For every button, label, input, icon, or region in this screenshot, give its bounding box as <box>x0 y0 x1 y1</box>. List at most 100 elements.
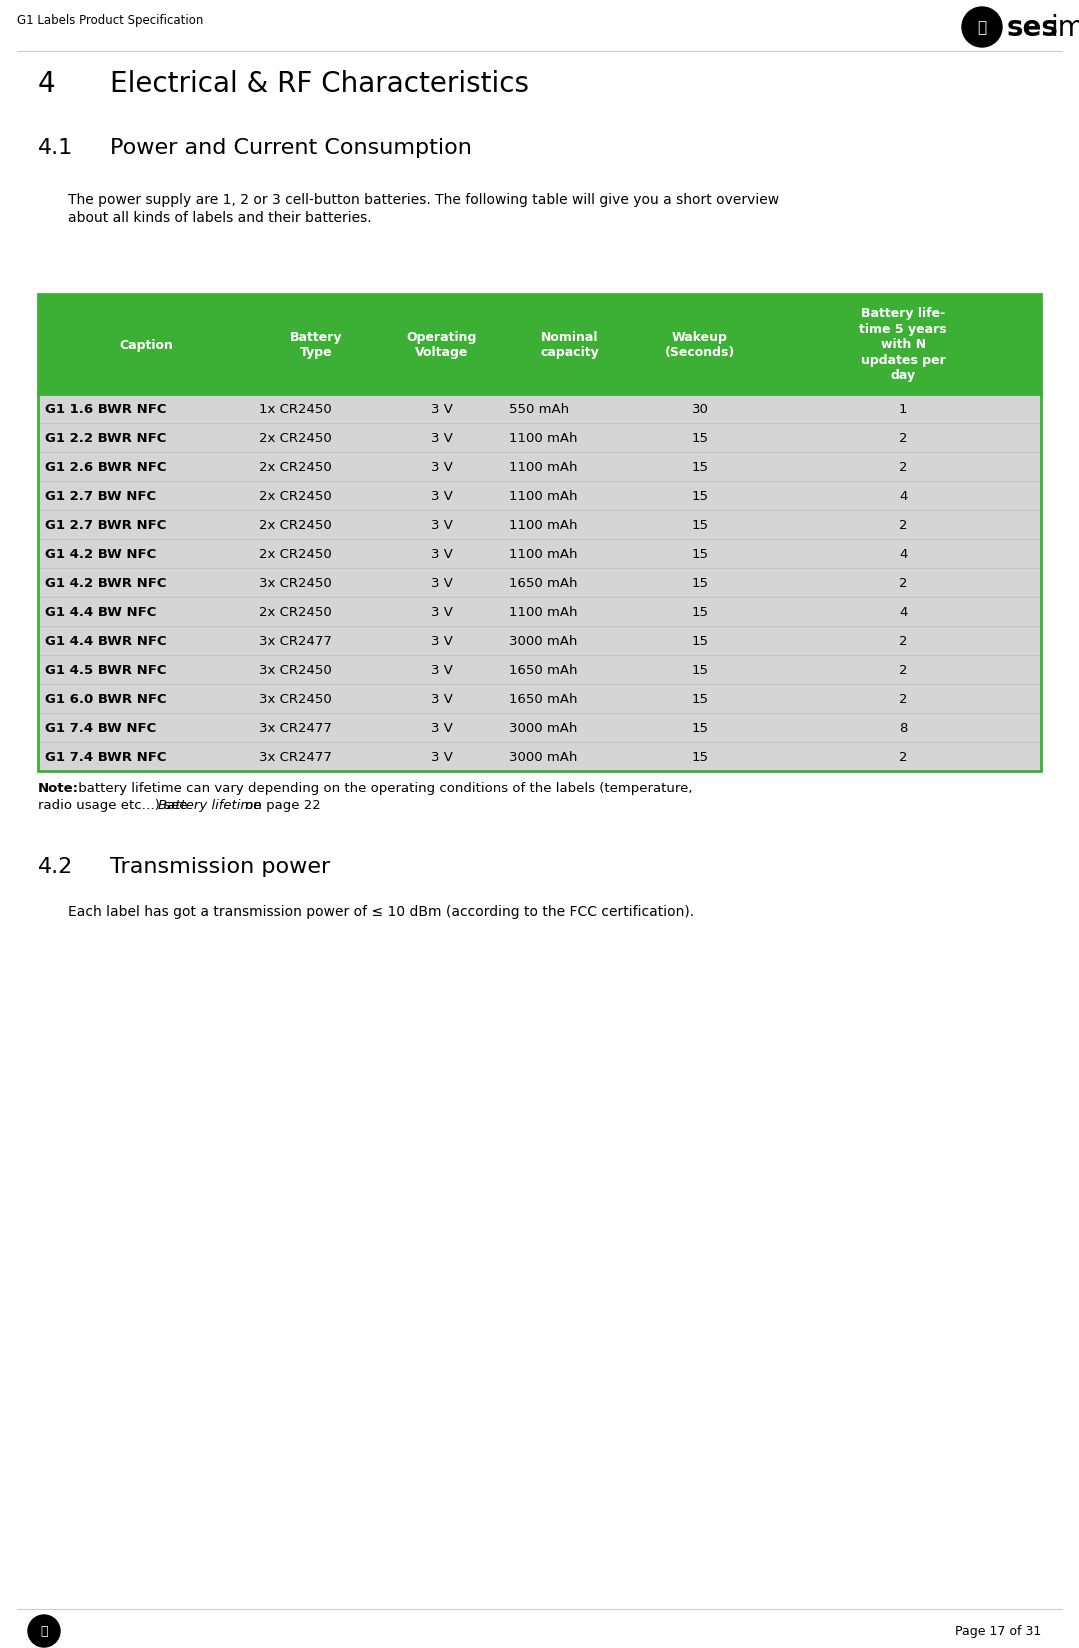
Text: 3 V: 3 V <box>431 547 453 560</box>
Text: 1650 mAh: 1650 mAh <box>509 577 578 590</box>
Text: 3x CR2450: 3x CR2450 <box>259 577 331 590</box>
Text: Battery lifetime: Battery lifetime <box>158 799 261 811</box>
Text: 4: 4 <box>38 69 56 97</box>
Text: 4: 4 <box>899 605 907 618</box>
Bar <box>38 656 1041 684</box>
Text: G1 2.2 BWR NFC: G1 2.2 BWR NFC <box>45 432 166 445</box>
Text: G1 Labels Product Specification: G1 Labels Product Specification <box>17 13 203 26</box>
Text: 2: 2 <box>899 577 907 590</box>
Text: 1: 1 <box>899 402 907 415</box>
Text: 15: 15 <box>692 547 709 560</box>
Text: 2: 2 <box>899 664 907 677</box>
Text: 3x CR2450: 3x CR2450 <box>259 692 331 705</box>
Text: 1100 mAh: 1100 mAh <box>509 605 578 618</box>
Circle shape <box>962 8 1002 48</box>
Text: 2x CR2450: 2x CR2450 <box>259 605 331 618</box>
Text: 1100 mAh: 1100 mAh <box>509 547 578 560</box>
Text: 15: 15 <box>692 634 709 648</box>
Bar <box>38 295 1041 396</box>
Text: G1 2.7 BW NFC: G1 2.7 BW NFC <box>45 489 156 503</box>
Text: 2: 2 <box>899 519 907 532</box>
Bar <box>38 598 1041 626</box>
Bar <box>38 511 1041 539</box>
Bar <box>38 539 1041 569</box>
Text: 3 V: 3 V <box>431 577 453 590</box>
Text: 2: 2 <box>899 750 907 763</box>
Text: G1 4.2 BW NFC: G1 4.2 BW NFC <box>45 547 156 560</box>
Text: 1650 mAh: 1650 mAh <box>509 664 578 677</box>
Text: 3 V: 3 V <box>431 634 453 648</box>
Text: 2: 2 <box>899 692 907 705</box>
Text: 15: 15 <box>692 664 709 677</box>
Text: G1 7.4 BW NFC: G1 7.4 BW NFC <box>45 722 156 735</box>
Text: 2x CR2450: 2x CR2450 <box>259 489 331 503</box>
Text: 1100 mAh: 1100 mAh <box>509 489 578 503</box>
Text: G1 4.5 BWR NFC: G1 4.5 BWR NFC <box>45 664 166 677</box>
Text: G1 1.6 BWR NFC: G1 1.6 BWR NFC <box>45 402 166 415</box>
Text: Battery
Type: Battery Type <box>290 331 343 359</box>
Text: 15: 15 <box>692 577 709 590</box>
Text: 3 V: 3 V <box>431 664 453 677</box>
Text: 3000 mAh: 3000 mAh <box>509 722 577 735</box>
Text: 3 V: 3 V <box>431 402 453 415</box>
Text: Note:: Note: <box>38 781 79 794</box>
Text: 3x CR2477: 3x CR2477 <box>259 750 331 763</box>
Text: 3000 mAh: 3000 mAh <box>509 634 577 648</box>
Bar <box>38 295 1041 771</box>
Text: 15: 15 <box>692 461 709 473</box>
Text: 2: 2 <box>899 432 907 445</box>
Text: 15: 15 <box>692 722 709 735</box>
Text: Operating
Voltage: Operating Voltage <box>407 331 477 359</box>
Text: about all kinds of labels and their batteries.: about all kinds of labels and their batt… <box>68 211 371 224</box>
Bar <box>38 424 1041 453</box>
Text: 3000 mAh: 3000 mAh <box>509 750 577 763</box>
Text: imagotag: imagotag <box>1050 13 1079 41</box>
Text: 4: 4 <box>899 547 907 560</box>
Bar <box>38 684 1041 714</box>
Text: ses: ses <box>1007 13 1058 41</box>
Text: 8: 8 <box>899 722 907 735</box>
Text: 15: 15 <box>692 519 709 532</box>
Text: 3x CR2477: 3x CR2477 <box>259 722 331 735</box>
Text: 15: 15 <box>692 432 709 445</box>
Text: 2: 2 <box>899 461 907 473</box>
Text: G1 2.6 BWR NFC: G1 2.6 BWR NFC <box>45 461 166 473</box>
Text: 3 V: 3 V <box>431 489 453 503</box>
Text: 3x CR2450: 3x CR2450 <box>259 664 331 677</box>
Text: 1100 mAh: 1100 mAh <box>509 461 578 473</box>
Text: 3 V: 3 V <box>431 519 453 532</box>
Bar <box>38 481 1041 511</box>
Text: 3 V: 3 V <box>431 750 453 763</box>
Text: 1100 mAh: 1100 mAh <box>509 519 578 532</box>
Text: G1 4.4 BWR NFC: G1 4.4 BWR NFC <box>45 634 166 648</box>
Text: 15: 15 <box>692 750 709 763</box>
Text: Nominal
capacity: Nominal capacity <box>541 331 599 359</box>
Text: 15: 15 <box>692 489 709 503</box>
Text: 4: 4 <box>899 489 907 503</box>
Text: Battery life-
time 5 years
with N
updates per
day: Battery life- time 5 years with N update… <box>859 307 947 382</box>
Text: 2: 2 <box>899 634 907 648</box>
Text: radio usage etc…) see: radio usage etc…) see <box>38 799 192 811</box>
Text: 2x CR2450: 2x CR2450 <box>259 461 331 473</box>
Text: Electrical & RF Characteristics: Electrical & RF Characteristics <box>110 69 529 97</box>
Text: 1100 mAh: 1100 mAh <box>509 432 578 445</box>
Text: 2x CR2450: 2x CR2450 <box>259 547 331 560</box>
Text: 30: 30 <box>692 402 709 415</box>
Text: 3 V: 3 V <box>431 692 453 705</box>
Text: 3 V: 3 V <box>431 722 453 735</box>
Bar <box>38 396 1041 424</box>
Text: 4.2: 4.2 <box>38 857 73 877</box>
Text: 4.1: 4.1 <box>38 138 73 158</box>
Text: 2x CR2450: 2x CR2450 <box>259 519 331 532</box>
Text: Each label has got a transmission power of ≤ 10 dBm (according to the FCC certif: Each label has got a transmission power … <box>68 905 694 918</box>
Text: The power supply are 1, 2 or 3 cell-button batteries. The following table will g: The power supply are 1, 2 or 3 cell-butt… <box>68 193 779 208</box>
Bar <box>38 626 1041 656</box>
Text: 3 V: 3 V <box>431 432 453 445</box>
Text: Transmission power: Transmission power <box>110 857 330 877</box>
Bar <box>38 743 1041 771</box>
Text: 3x CR2477: 3x CR2477 <box>259 634 331 648</box>
Text: Page 17 of 31: Page 17 of 31 <box>955 1625 1041 1638</box>
Text: Wakeup
(Seconds): Wakeup (Seconds) <box>665 331 735 359</box>
Text: ⧉: ⧉ <box>978 20 986 36</box>
Text: G1 7.4 BWR NFC: G1 7.4 BWR NFC <box>45 750 166 763</box>
